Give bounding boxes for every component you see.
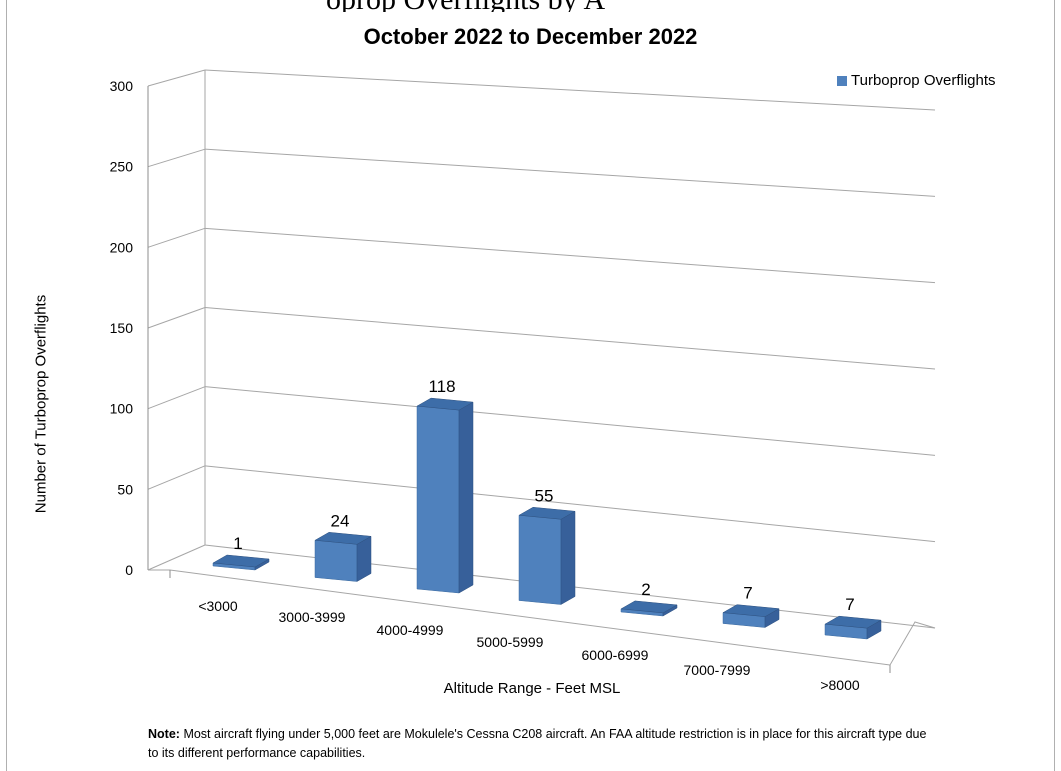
gridline-side [147,307,206,329]
gridline-side [147,465,206,490]
bar-side [458,401,474,594]
bar-top [824,615,882,629]
y-tick-label: 150 [110,320,134,336]
gridline [204,386,936,456]
x-tick-label: 6000-6999 [582,647,649,663]
bar-side [560,510,576,605]
data-label: 24 [331,511,350,530]
gridline-side [147,386,206,410]
gridline-side [147,148,206,168]
x-tick-label: 3000-3999 [279,609,346,625]
note-text: Most aircraft flying under 5,000 feet ar… [148,727,927,760]
x-tick-label: >8000 [820,677,860,693]
data-label: 7 [845,595,854,614]
gridline [204,227,936,284]
gridline [204,69,936,111]
y-tick-label: 100 [110,401,134,417]
bar-top [518,506,576,520]
x-axis-label: Altitude Range - Feet MSL [443,680,621,697]
chart-title: October 2022 to December 2022 [363,24,698,49]
gridline [204,307,936,370]
y-tick-label: 250 [110,159,134,175]
cropped-heading-text: oprop Overflights by A [326,0,605,12]
y-tick-label: 200 [110,239,134,255]
bar-top [416,397,474,411]
bar-front [314,540,358,582]
x-tick-label: 4000-4999 [377,622,444,638]
legend: Turboprop Overflights [837,72,996,89]
gridline-side [147,544,206,571]
data-label: 7 [743,584,752,603]
y-tick-label: 50 [117,481,133,497]
bar-top [722,604,780,617]
cropped-heading-fragment: oprop Overflights by A [0,0,1061,12]
data-label: 118 [428,377,455,396]
bar-top [314,532,372,545]
gridline-side [147,227,206,248]
data-label: 55 [535,486,554,505]
gridline-side [147,69,206,87]
data-label: 1 [233,534,242,553]
note-label: Note: [148,727,180,741]
data-label: 2 [641,580,650,599]
x-tick-label: <3000 [198,598,238,614]
bar-top [620,600,678,614]
x-tick-label: 5000-5999 [477,634,544,650]
gridline [204,148,936,197]
legend-swatch [837,75,847,86]
legend-label: Turboprop Overflights [851,72,996,89]
bar-front [518,514,562,605]
chart-frame [6,0,1055,771]
y-tick-label: 300 [110,78,134,94]
bar-front [416,405,460,594]
note: Note: Most aircraft flying under 5,000 f… [148,725,928,763]
y-tick-label: 0 [125,562,133,578]
x-tick-label: 7000-7999 [684,662,751,678]
gridline [204,465,936,543]
bar-top [212,554,270,568]
